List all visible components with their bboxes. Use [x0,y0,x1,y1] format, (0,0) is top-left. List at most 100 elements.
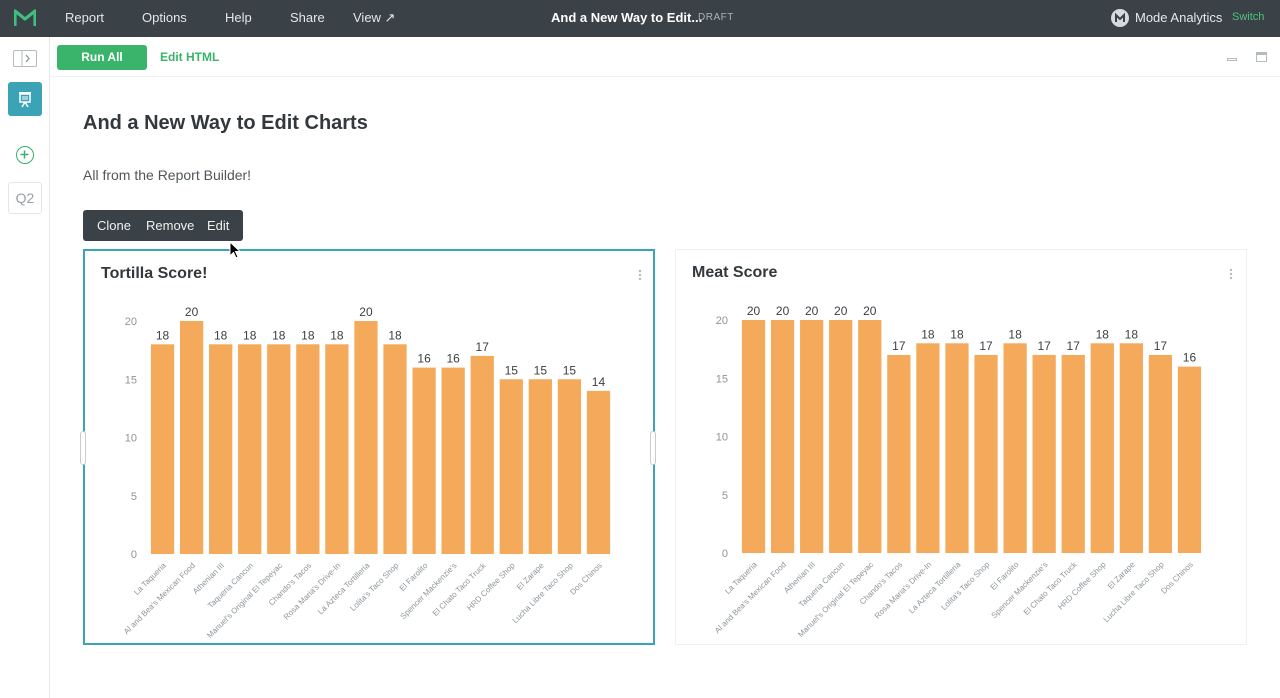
maximize-icon[interactable] [1256,52,1267,62]
data-label: 18 [156,328,170,342]
data-label: 17 [1037,339,1051,353]
edit-button[interactable]: Edit [207,218,230,233]
resize-handle-left[interactable] [80,431,86,465]
bar[interactable] [945,343,969,553]
data-label: 18 [1008,327,1022,341]
bar[interactable] [829,320,853,553]
bar[interactable] [741,320,766,553]
query-tab-q2[interactable]: Q2 [8,182,42,214]
bar[interactable] [1177,366,1202,553]
menu-options[interactable]: Options [142,10,187,25]
bar[interactable] [557,379,582,554]
bar[interactable] [267,344,291,554]
bar[interactable] [770,320,795,553]
bar[interactable] [800,320,824,553]
report-title[interactable]: And a New Way to Edit Charts [83,112,368,134]
presentation-icon [19,92,31,108]
bar[interactable] [586,390,611,554]
bar[interactable] [325,344,349,554]
bar[interactable] [1148,354,1173,553]
switch-organization-link[interactable]: Switch [1232,11,1265,23]
menu-share[interactable]: Share [290,10,325,25]
resize-handle-right[interactable] [650,431,656,465]
add-query-button[interactable] [16,146,34,164]
menu-report[interactable]: Report [65,10,105,25]
data-label: 18 [301,328,315,342]
report-toolbar: Run All Edit HTML [50,37,1280,77]
menu-help[interactable]: Help [225,10,252,25]
bar[interactable] [150,344,175,554]
data-label: 15 [563,363,577,377]
tortilla-score-chart-card[interactable]: 0 5 10 15 20 18 La Taqueria 20 Al and Bea's Mexi… [80,249,656,645]
x-tick-label: Spencer Mackenzie's [990,560,1050,620]
chart-title: Tortilla Score! [101,265,208,282]
bar[interactable] [858,320,882,553]
clone-button[interactable]: Clone [97,218,131,233]
data-label: 16 [1183,351,1197,365]
bar[interactable] [1090,343,1114,553]
bar[interactable] [412,367,436,554]
report-subtitle[interactable]: All from the Report Builder! [83,167,252,183]
meat-score-chart-card[interactable]: 0 5 10 15 20 20 La Taqueria 20 Al and Bea's Mexi… [675,249,1247,645]
bar[interactable] [179,321,204,554]
data-label: 20 [805,304,819,318]
bar[interactable] [916,343,940,553]
run-all-button[interactable]: Run All [57,45,147,70]
y-tick-label: 0 [722,548,728,560]
x-tick-label: Rosa Maria's Drive-In [282,561,343,622]
bar[interactable] [209,344,233,554]
bar[interactable] [499,379,523,554]
bar[interactable] [354,321,378,554]
bar[interactable] [887,354,911,553]
data-label: 18 [388,328,402,342]
data-label: 18 [1096,327,1110,341]
mode-logo-icon[interactable] [14,9,36,27]
data-label: 18 [214,328,228,342]
data-label: 18 [243,328,257,342]
bar[interactable] [238,344,262,554]
x-tick-label: Lucha Libre Taco Shop [511,561,576,626]
data-label: 15 [505,363,519,377]
bar[interactable] [974,354,998,553]
data-label: 20 [834,304,848,318]
document-title[interactable]: And a New Way to Edit... [551,10,703,25]
bar[interactable] [1032,354,1056,553]
data-label: 14 [592,375,606,389]
bar[interactable] [296,344,320,554]
bar[interactable] [470,355,494,554]
bar[interactable] [528,379,552,554]
data-label: 17 [979,339,993,353]
menu-view[interactable]: View ↗ [353,10,396,25]
bar[interactable] [383,344,407,554]
bar[interactable] [1119,343,1143,553]
mouse-cursor-icon [229,241,242,259]
kebab-menu-icon[interactable] [638,268,642,282]
data-label: 16 [446,352,460,366]
panel-toggle-icon [21,51,30,66]
collapse-sidebar-button[interactable] [13,50,37,67]
data-label: 17 [892,339,906,353]
kebab-menu-icon[interactable] [1229,267,1233,281]
organization-avatar[interactable] [1111,9,1129,27]
minimize-icon[interactable] [1227,58,1237,61]
data-label: 18 [1125,327,1139,341]
remove-button[interactable]: Remove [146,218,195,233]
bar[interactable] [1061,354,1085,553]
bar[interactable] [1003,343,1027,553]
data-label: 17 [476,340,490,354]
data-label: 16 [417,352,431,366]
x-tick-label: La Azteca Tortilleria [316,561,372,617]
chart-title: Meat Score [692,264,778,281]
bar[interactable] [441,367,465,554]
organization-name[interactable]: Mode Analytics [1135,10,1223,25]
y-tick-label: 15 [125,374,137,386]
data-label: 17 [1067,339,1081,353]
report-builder-button[interactable] [8,82,42,116]
y-tick-label: 5 [131,491,137,503]
x-tick-label: Lucha Libre Taco Shop [1102,560,1167,625]
edit-html-button[interactable]: Edit HTML [160,50,220,64]
data-label: 20 [863,304,877,318]
y-tick-label: 0 [131,549,137,561]
